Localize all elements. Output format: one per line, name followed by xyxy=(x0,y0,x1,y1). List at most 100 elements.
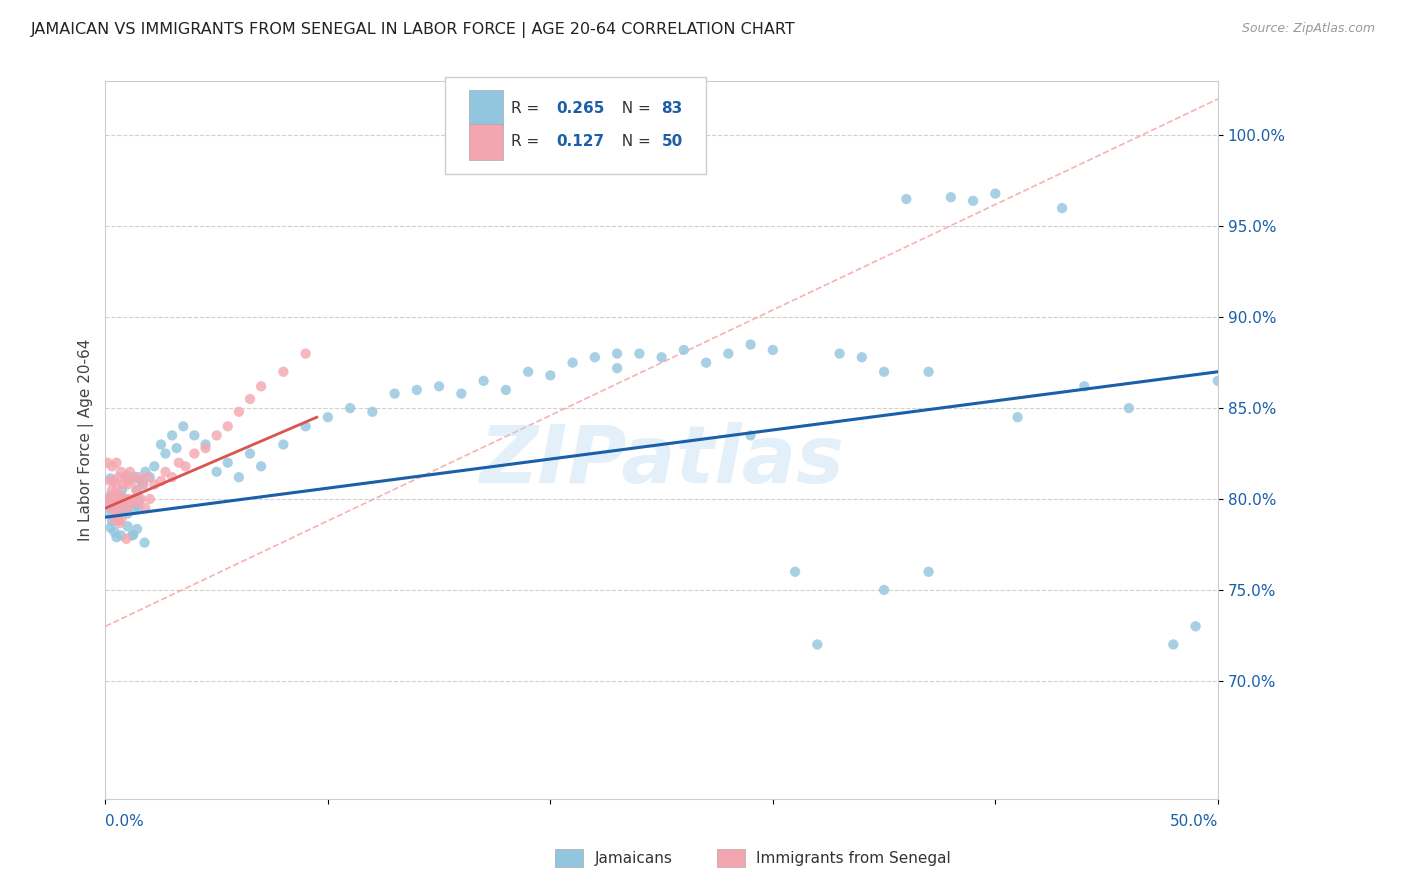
Point xyxy=(103,491,125,506)
Point xyxy=(194,437,217,451)
Point xyxy=(97,491,120,506)
Point xyxy=(695,356,717,370)
Point xyxy=(122,528,145,542)
Text: ZIPatlas: ZIPatlas xyxy=(479,423,844,500)
Point xyxy=(103,524,125,539)
Point xyxy=(873,582,896,597)
Point xyxy=(121,474,143,488)
Point xyxy=(150,474,173,488)
Point xyxy=(183,428,205,442)
Point xyxy=(228,470,250,484)
Point xyxy=(112,496,135,510)
Point xyxy=(100,471,122,485)
Point xyxy=(114,470,136,484)
Point xyxy=(98,489,121,503)
Point xyxy=(98,521,121,535)
Point xyxy=(128,496,150,510)
Point xyxy=(129,491,152,506)
Point xyxy=(160,428,183,442)
Text: N =: N = xyxy=(612,101,655,116)
Point xyxy=(143,459,166,474)
Point xyxy=(107,498,129,512)
Point xyxy=(124,501,146,516)
Point xyxy=(98,501,121,516)
Point xyxy=(139,491,162,506)
Point xyxy=(115,468,138,483)
Point xyxy=(851,350,873,364)
Point xyxy=(117,501,139,516)
Point xyxy=(984,186,1007,201)
Point xyxy=(205,428,228,442)
Point xyxy=(583,350,606,364)
Point xyxy=(1118,401,1140,416)
Point xyxy=(917,365,939,379)
Point xyxy=(117,519,139,533)
Point xyxy=(495,383,517,397)
Text: 50.0%: 50.0% xyxy=(1170,814,1218,829)
Point xyxy=(339,401,361,416)
Point xyxy=(166,441,188,455)
Point xyxy=(103,474,125,488)
Point xyxy=(129,474,152,488)
Point xyxy=(115,532,138,546)
Point xyxy=(103,491,125,506)
Point xyxy=(125,483,148,497)
Point xyxy=(472,374,495,388)
Point xyxy=(117,493,139,508)
Point xyxy=(517,365,540,379)
Point xyxy=(110,501,132,516)
Y-axis label: In Labor Force | Age 20-64: In Labor Force | Age 20-64 xyxy=(79,339,94,541)
Point xyxy=(125,483,148,497)
Point xyxy=(117,507,139,521)
Point xyxy=(273,437,295,451)
Point xyxy=(124,469,146,483)
FancyBboxPatch shape xyxy=(444,78,706,174)
Point xyxy=(740,337,762,351)
Point xyxy=(110,491,132,506)
Point xyxy=(150,437,173,451)
Point xyxy=(806,638,828,652)
Point xyxy=(628,346,651,360)
Point xyxy=(561,356,583,370)
Point xyxy=(121,528,143,542)
Point xyxy=(155,465,177,479)
Point xyxy=(105,504,128,518)
Point xyxy=(183,447,205,461)
Point xyxy=(273,365,295,379)
Text: Source: ZipAtlas.com: Source: ZipAtlas.com xyxy=(1241,22,1375,36)
Point xyxy=(110,528,132,542)
Point xyxy=(294,346,316,360)
Point xyxy=(250,379,273,393)
Text: 50: 50 xyxy=(662,135,683,150)
Point xyxy=(103,511,125,525)
Point xyxy=(111,483,134,497)
Point xyxy=(105,456,128,470)
Point xyxy=(1050,201,1073,215)
Point xyxy=(101,492,124,507)
Point xyxy=(107,514,129,528)
Point xyxy=(97,456,120,470)
Point xyxy=(118,491,141,506)
Point xyxy=(112,496,135,510)
Point xyxy=(174,459,197,474)
Point xyxy=(139,470,162,484)
Point xyxy=(107,470,129,484)
Point xyxy=(107,494,129,508)
Point xyxy=(405,383,427,397)
Point xyxy=(740,428,762,442)
Point xyxy=(115,471,138,485)
Point xyxy=(134,501,156,516)
Point xyxy=(143,477,166,491)
Point xyxy=(294,419,316,434)
Point xyxy=(114,491,136,506)
Point xyxy=(1007,410,1029,425)
Point xyxy=(124,491,146,506)
Point xyxy=(105,509,128,524)
Point xyxy=(538,368,561,383)
Text: 0.265: 0.265 xyxy=(555,101,605,116)
Point xyxy=(101,459,124,474)
Point xyxy=(98,507,121,521)
Point xyxy=(127,500,149,514)
Text: R =: R = xyxy=(512,135,544,150)
Point xyxy=(1206,374,1229,388)
